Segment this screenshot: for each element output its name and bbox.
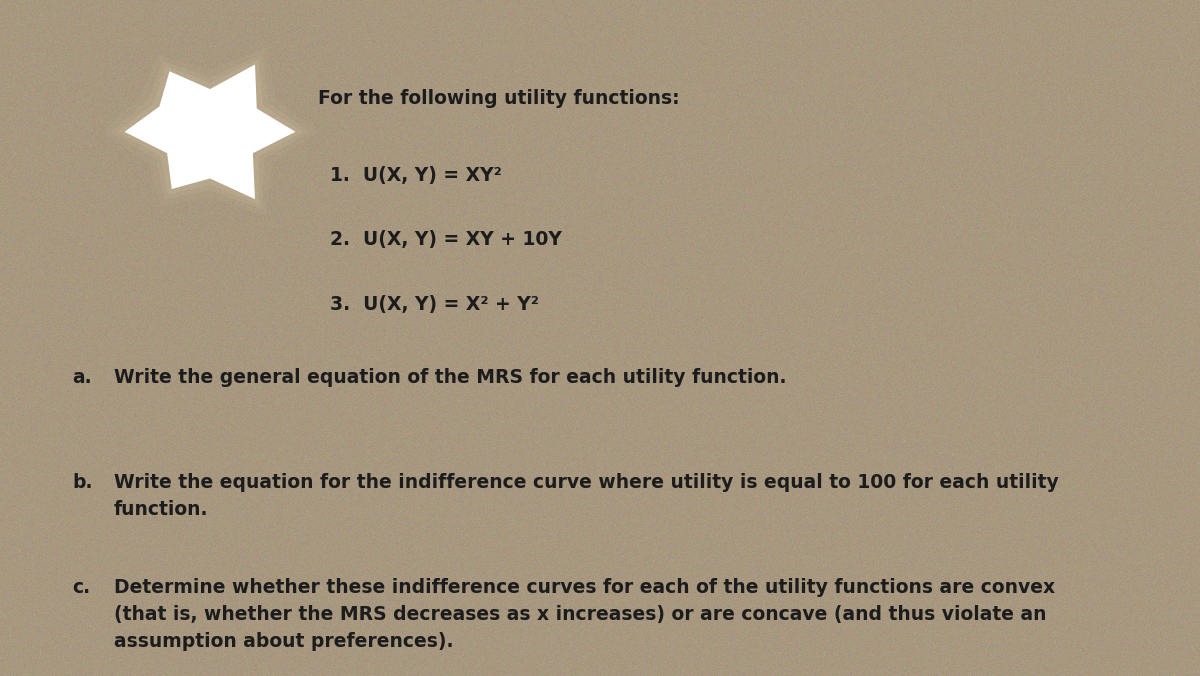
Text: 3.  U(X, Y) = X² + Y²: 3. U(X, Y) = X² + Y²	[330, 295, 539, 314]
Text: 1.  U(X, Y) = XY²: 1. U(X, Y) = XY²	[330, 166, 502, 185]
Polygon shape	[102, 48, 318, 216]
Text: Determine whether these indifference curves for each of the utility functions ar: Determine whether these indifference cur…	[114, 578, 1055, 652]
Text: a.: a.	[72, 368, 91, 387]
Text: b.: b.	[72, 473, 92, 492]
Text: 8pts): 8pts)	[198, 88, 242, 105]
Text: Write the equation for the indifference curve where utility is equal to 100 for : Write the equation for the indifference …	[114, 473, 1058, 519]
Text: For the following utility functions:: For the following utility functions:	[318, 89, 679, 107]
Polygon shape	[118, 59, 302, 205]
Polygon shape	[110, 54, 310, 210]
Text: Write the general equation of the MRS for each utility function.: Write the general equation of the MRS fo…	[114, 368, 786, 387]
Text: 2.  U(X, Y) = XY + 10Y: 2. U(X, Y) = XY + 10Y	[330, 231, 562, 249]
Polygon shape	[167, 98, 253, 166]
Polygon shape	[125, 64, 295, 199]
Text: c.: c.	[72, 578, 90, 597]
